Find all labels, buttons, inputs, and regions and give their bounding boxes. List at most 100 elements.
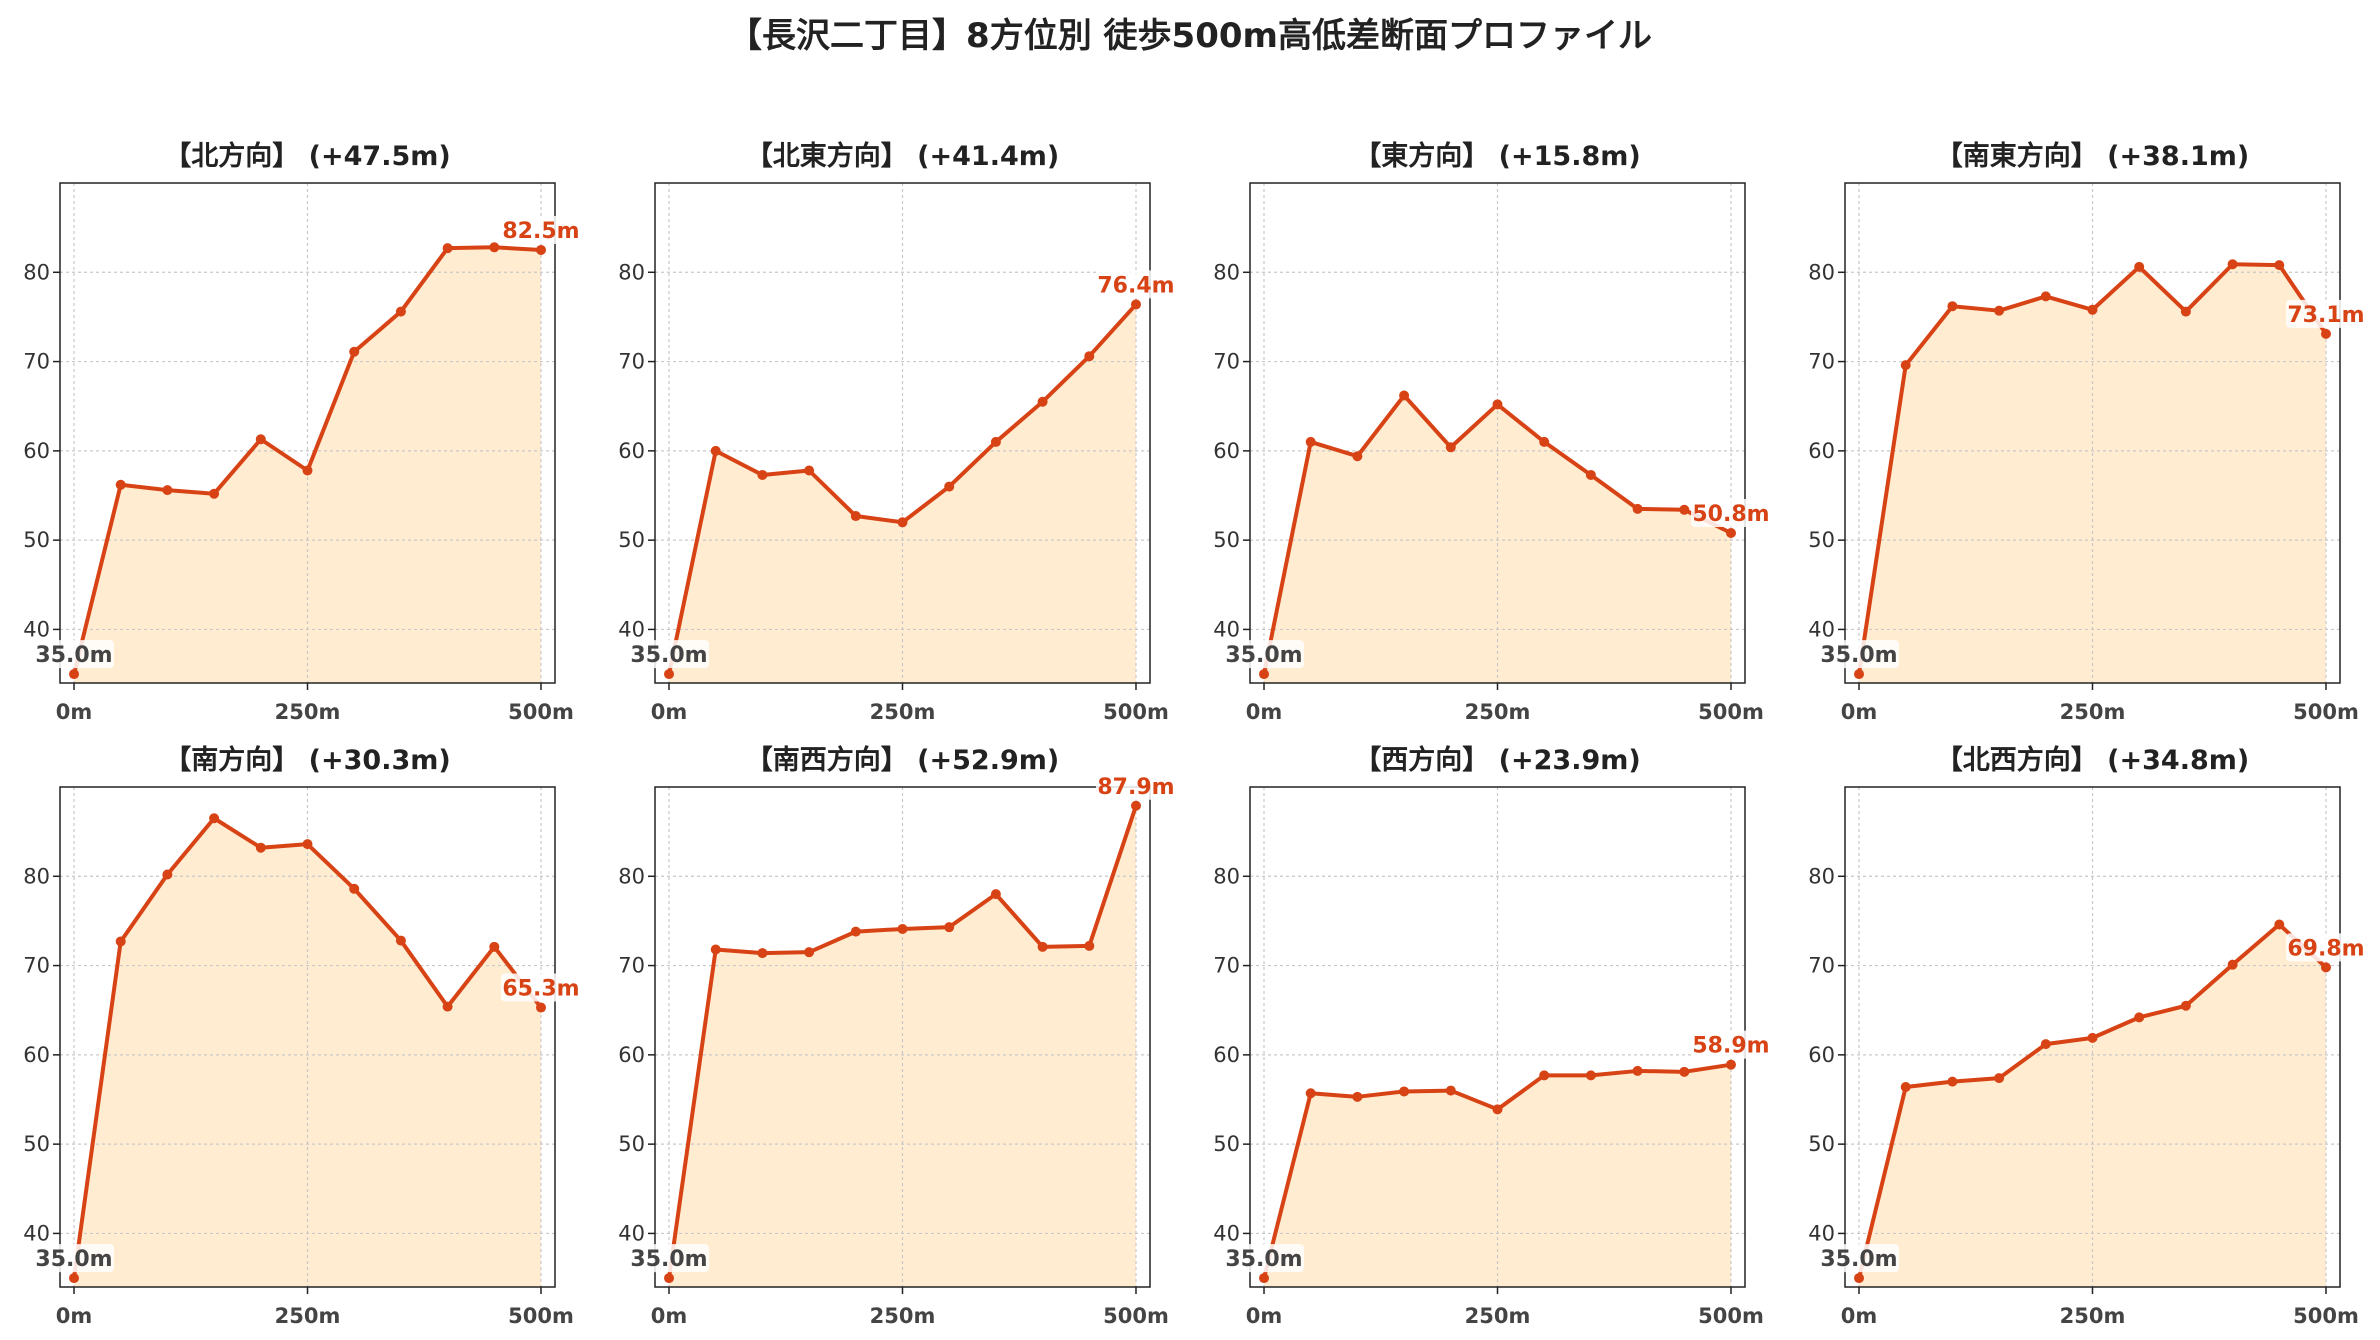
- data-point: [2227, 259, 2238, 270]
- data-point: [349, 346, 360, 357]
- y-tick-label: 80: [1213, 864, 1240, 888]
- end-label-box: [1690, 499, 1771, 527]
- data-point: [395, 306, 406, 317]
- y-tick-label: 70: [1213, 954, 1240, 978]
- start-label-box: [34, 1244, 115, 1273]
- panel-1: 【北東方向】 (+41.4m) 40 50 60 70 80 0m 250m 500m 35.0m…: [618, 140, 1176, 724]
- y-tick-label: 70: [1808, 954, 1835, 978]
- end-elevation-label: 69.8m: [2287, 936, 2364, 961]
- y-tick-label: 80: [1808, 864, 1835, 888]
- data-point: [804, 465, 815, 476]
- y-tick-label: 50: [1213, 528, 1240, 552]
- y-tick-label: 80: [1808, 260, 1835, 284]
- start-elevation-label: 35.0m: [630, 1247, 707, 1272]
- end-elevation-label: 58.9m: [1692, 1034, 1769, 1059]
- y-tick-label: 50: [23, 1132, 50, 1156]
- y-tick-label: 40: [1213, 1221, 1240, 1245]
- data-point: [1947, 1076, 1958, 1087]
- y-tick-label: 70: [23, 350, 50, 374]
- data-point: [664, 1273, 675, 1284]
- data-point: [944, 481, 955, 492]
- x-tick-label: 500m: [1698, 1304, 1764, 1328]
- data-point: [850, 926, 861, 937]
- y-tick-label: 40: [618, 617, 645, 641]
- start-elevation-label: 35.0m: [35, 1247, 112, 1272]
- end-elevation-label: 87.9m: [1097, 775, 1174, 800]
- data-point: [850, 511, 861, 522]
- data-point: [1084, 351, 1095, 362]
- data-point: [1037, 941, 1048, 952]
- elevation-area: [1264, 1064, 1731, 1287]
- x-tick-label: 0m: [1246, 700, 1283, 724]
- x-tick-label: 250m: [1465, 1304, 1531, 1328]
- panel-title: 【北西方向】 (+34.8m): [1936, 744, 2249, 776]
- data-point: [757, 948, 768, 959]
- data-point: [1130, 800, 1141, 811]
- data-point: [1352, 451, 1363, 462]
- data-point: [1305, 436, 1316, 447]
- y-tick-label: 80: [23, 260, 50, 284]
- y-tick-label: 40: [23, 617, 50, 641]
- end-label-box: [1095, 771, 1176, 800]
- data-point: [1259, 1273, 1270, 1284]
- x-tick-label: 250m: [870, 700, 936, 724]
- data-point: [1585, 1070, 1596, 1081]
- data-point: [162, 869, 173, 880]
- x-tick-label: 500m: [2293, 1304, 2359, 1328]
- panel-4: 【南方向】 (+30.3m) 40 50 60 70 80 0m 250m 500m 35.0m 6…: [23, 744, 581, 1328]
- data-point: [115, 479, 126, 490]
- data-point: [1585, 469, 1596, 480]
- data-point: [1259, 669, 1270, 680]
- elevation-area: [669, 304, 1136, 683]
- data-point: [69, 669, 80, 680]
- data-point: [2274, 919, 2285, 930]
- x-tick-label: 250m: [275, 1304, 341, 1328]
- x-tick-label: 250m: [2060, 1304, 2126, 1328]
- data-point: [2274, 260, 2285, 271]
- end-elevation-label: 73.1m: [2287, 303, 2364, 328]
- end-label-box: [1095, 270, 1176, 299]
- panel-5: 【南西方向】 (+52.9m) 40 50 60 70 80 0m 250m 500m 35.0m…: [618, 744, 1176, 1328]
- end-label-box: [2285, 299, 2366, 328]
- panel-2: 【東方向】 (+15.8m) 40 50 60 70 80 0m 250m 500m 35.0m 5…: [1213, 140, 1771, 724]
- data-point: [1994, 305, 2005, 316]
- y-tick-label: 50: [618, 1132, 645, 1156]
- x-tick-label: 500m: [1698, 700, 1764, 724]
- x-tick-label: 0m: [56, 1304, 93, 1328]
- panel-title: 【北方向】 (+47.5m): [164, 140, 450, 172]
- data-point: [1399, 390, 1410, 401]
- data-point: [209, 813, 220, 824]
- data-point: [489, 242, 500, 253]
- panel-title: 【南西方向】 (+52.9m): [746, 744, 1059, 776]
- panel-0: 【北方向】 (+47.5m) 40 50 60 70 80 0m 250m 500m 35.0m 8…: [23, 140, 581, 724]
- data-point: [2320, 328, 2331, 339]
- y-tick-label: 60: [1213, 1043, 1240, 1067]
- data-point: [1445, 442, 1456, 453]
- y-tick-label: 80: [618, 864, 645, 888]
- data-point: [2134, 1012, 2145, 1023]
- data-point: [1305, 1088, 1316, 1099]
- data-point: [1492, 1104, 1503, 1115]
- end-label-box: [1690, 1030, 1771, 1059]
- x-tick-label: 0m: [651, 1304, 688, 1328]
- y-tick-label: 60: [1213, 439, 1240, 463]
- y-tick-label: 40: [618, 1221, 645, 1245]
- panel-title: 【北東方向】 (+41.4m): [746, 140, 1059, 172]
- figure-title: 【長沢二丁目】8方位別 徒歩500m高低差断面プロファイル: [728, 16, 1652, 56]
- y-tick-label: 60: [618, 439, 645, 463]
- y-tick-label: 50: [618, 528, 645, 552]
- y-tick-label: 60: [1808, 439, 1835, 463]
- y-tick-label: 50: [1808, 528, 1835, 552]
- x-tick-label: 0m: [56, 700, 93, 724]
- x-tick-label: 0m: [1841, 1304, 1878, 1328]
- data-point: [349, 883, 360, 894]
- data-point: [1854, 1273, 1865, 1284]
- start-elevation-label: 35.0m: [35, 643, 112, 668]
- data-point: [1084, 940, 1095, 951]
- start-label-box: [1224, 640, 1305, 669]
- data-point: [115, 936, 126, 947]
- data-point: [990, 889, 1001, 900]
- data-point: [664, 669, 675, 680]
- y-tick-label: 40: [1213, 617, 1240, 641]
